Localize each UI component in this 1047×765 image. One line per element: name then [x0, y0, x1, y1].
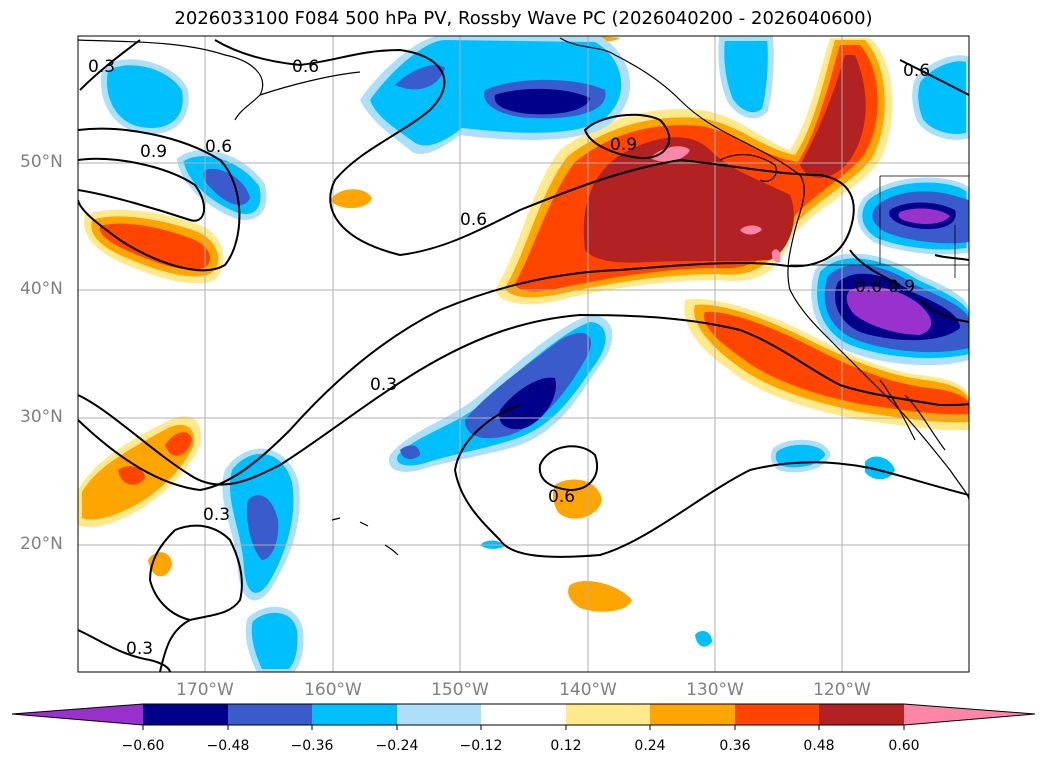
colorbar-segment — [819, 704, 904, 725]
contour-label: 0.6 — [292, 57, 319, 77]
positive-anomaly-west — [84, 209, 224, 284]
colorbar-segment — [481, 704, 566, 725]
negative-anomaly-small-1 — [770, 439, 831, 473]
negative-anomaly-ne-inland — [857, 177, 969, 255]
contour-label: 0.6 — [855, 277, 882, 297]
map-gridlines — [78, 36, 969, 672]
map-title: 2026033100 F084 500 hPa PV, Rossby Wave … — [174, 8, 873, 29]
colorbar-segment — [12, 704, 143, 725]
lat-label: 30°N — [20, 407, 63, 427]
colorbar-segment — [735, 704, 819, 725]
lon-label: 170°W — [176, 680, 234, 700]
contour-label: 0.3 — [203, 505, 230, 525]
contour-label: 0.9 — [610, 135, 637, 155]
negative-anomaly-north-2 — [718, 36, 774, 119]
lat-label: 20°N — [20, 534, 63, 554]
lat-label: 40°N — [20, 279, 63, 299]
contour-label: 0.6 — [205, 137, 232, 157]
colorbar-tick-label: −0.48 — [206, 738, 250, 754]
lon-label: 160°W — [304, 680, 362, 700]
negative-anomaly-ne — [912, 55, 969, 140]
colorbar — [11, 703, 1036, 730]
colorbar-segment — [566, 704, 650, 725]
contour-label: 0.6 — [460, 210, 487, 230]
lon-label: 120°W — [813, 680, 871, 700]
negative-anomaly-central — [389, 315, 613, 472]
colorbar-segment — [312, 704, 397, 725]
contour-label: 0.9 — [888, 277, 915, 297]
lat-label: 50°N — [20, 152, 63, 172]
colorbar-segment — [397, 704, 481, 725]
colorbar-segment — [904, 704, 1035, 725]
colorbar-tick-label: 0.12 — [550, 738, 582, 754]
colorbar-tick-label: 0.60 — [888, 738, 920, 754]
contour-label: 0.9 — [140, 142, 167, 162]
colorbar-tick-label: 0.24 — [634, 738, 666, 754]
contour-label: 0.6 — [548, 487, 575, 507]
negative-anomaly-small-2 — [865, 456, 895, 480]
colorbar-tick-label: −0.36 — [290, 738, 334, 754]
borders — [790, 175, 969, 278]
colorbar-ticks — [142, 725, 905, 730]
negative-anomaly-small-4 — [695, 630, 712, 647]
contour-label: 0.3 — [370, 375, 397, 395]
contour-labels: 0.3 0.6 0.9 0.6 0.6 0.9 0.6 0.3 0.3 0.6 … — [88, 57, 930, 659]
positive-anomaly-small-3 — [568, 580, 632, 612]
lon-label: 150°W — [431, 680, 489, 700]
contour-label: 0.6 — [903, 61, 930, 81]
pv-contours — [78, 39, 969, 672]
colorbar-tick-label: −0.12 — [459, 738, 503, 754]
colorbar-segment — [650, 704, 735, 725]
lon-label: 140°W — [559, 680, 617, 700]
lon-label: 130°W — [686, 680, 744, 700]
negative-anomaly-south — [245, 606, 304, 672]
positive-anomaly-southwest — [78, 416, 201, 527]
negative-anomaly-nw — [101, 59, 189, 134]
contour-label: 0.3 — [126, 639, 153, 659]
colorbar-tick-label: −0.60 — [121, 738, 165, 754]
negative-anomaly-north — [360, 36, 630, 155]
colorbar-segment — [143, 704, 228, 725]
colorbar-tick-label: 0.36 — [719, 738, 751, 754]
positive-anomaly-small-1 — [330, 189, 372, 209]
colorbar-segment — [228, 704, 312, 725]
colorbar-tick-label: −0.24 — [375, 738, 419, 754]
map-frame — [77, 35, 970, 673]
negative-anomaly-southwest — [222, 448, 300, 601]
colorbar-tick-label: 0.48 — [803, 738, 835, 754]
contour-label: 0.3 — [88, 57, 115, 77]
